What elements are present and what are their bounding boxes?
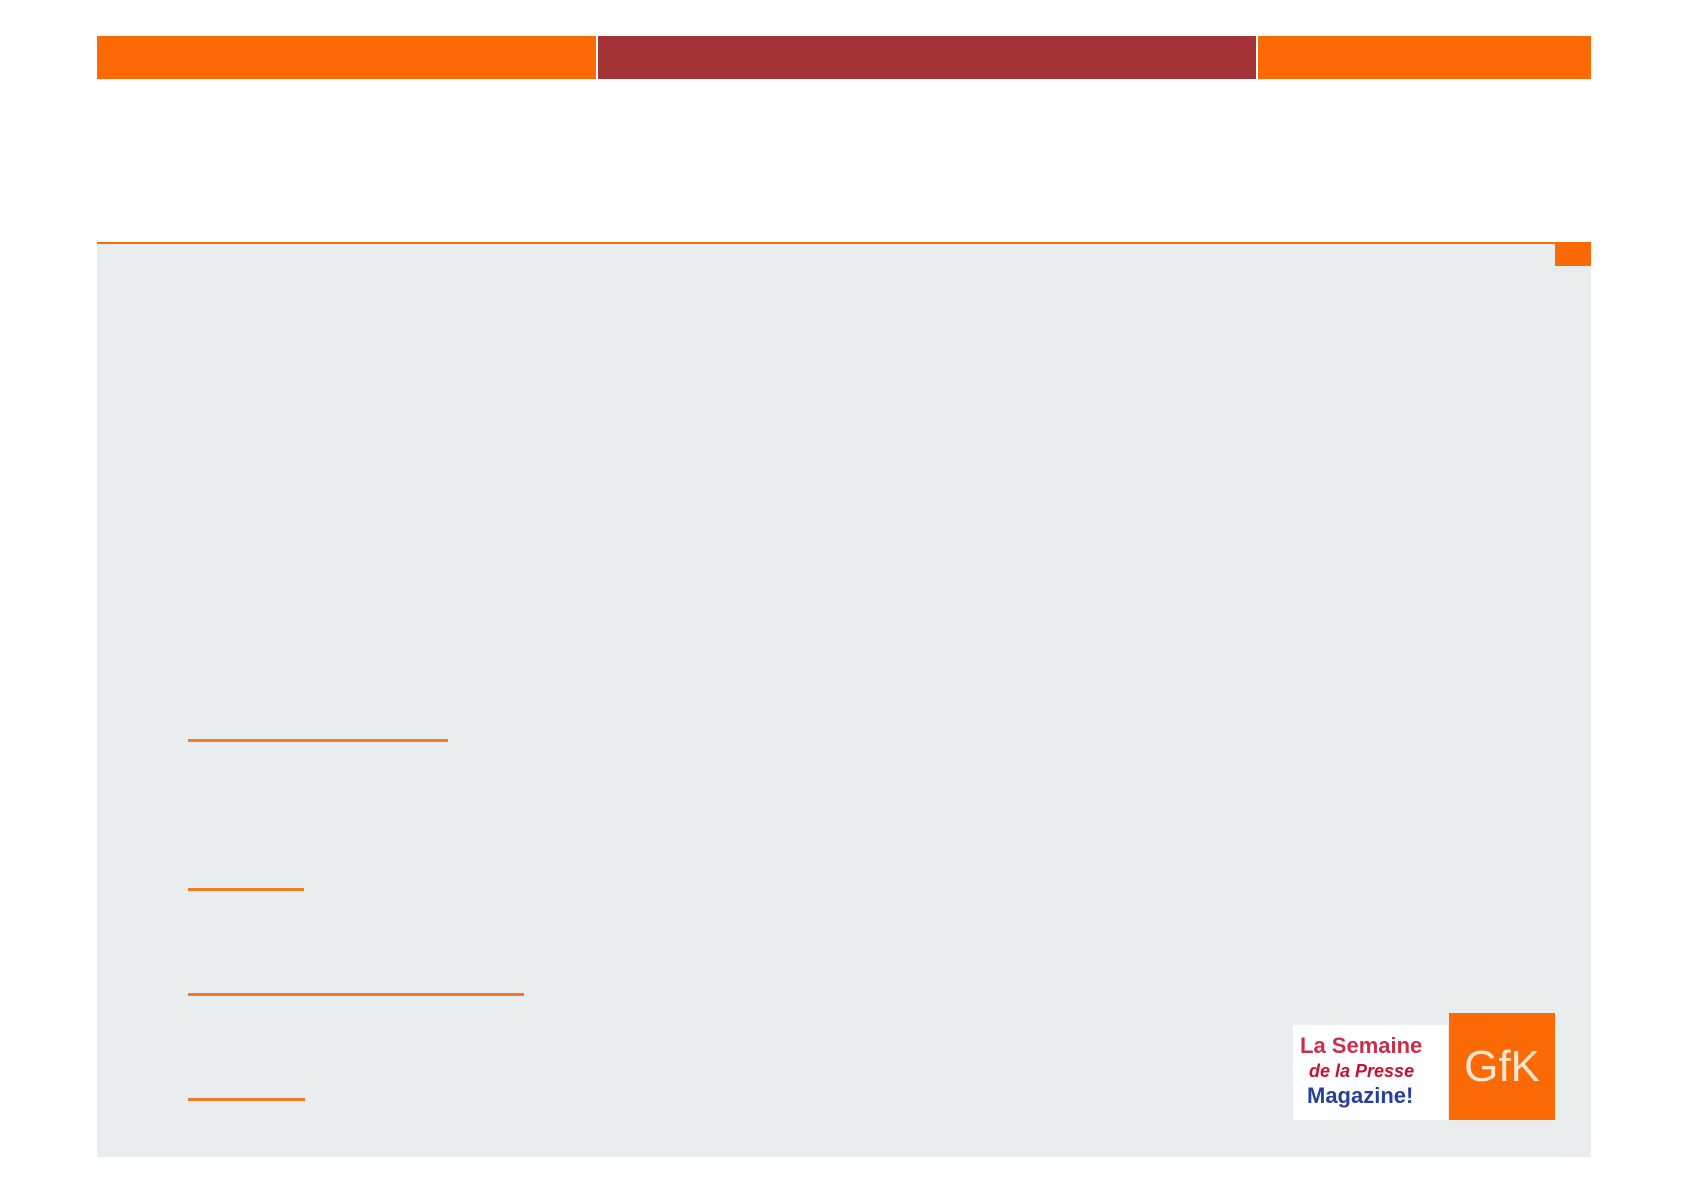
header-bar-left	[97, 36, 596, 79]
header-bar-right	[1258, 36, 1591, 79]
title-divider	[97, 242, 1591, 244]
content-panel	[97, 244, 1591, 1157]
logo-line-1: La Semaine	[1300, 1033, 1423, 1058]
gfk-logo: GfK	[1449, 1013, 1555, 1120]
logo-line-3: Magazine!	[1307, 1083, 1414, 1108]
link-underline-1[interactable]	[188, 739, 448, 742]
link-underline-3[interactable]	[188, 993, 524, 996]
header-bar-center	[598, 36, 1256, 79]
link-underline-4[interactable]	[188, 1098, 305, 1101]
corner-marker	[1555, 244, 1591, 266]
semaine-presse-logo: La Semaine de la Presse Magazine!	[1293, 1025, 1448, 1120]
link-underline-2[interactable]	[188, 888, 304, 891]
logo-line-2: de la Presse	[1309, 1061, 1415, 1081]
